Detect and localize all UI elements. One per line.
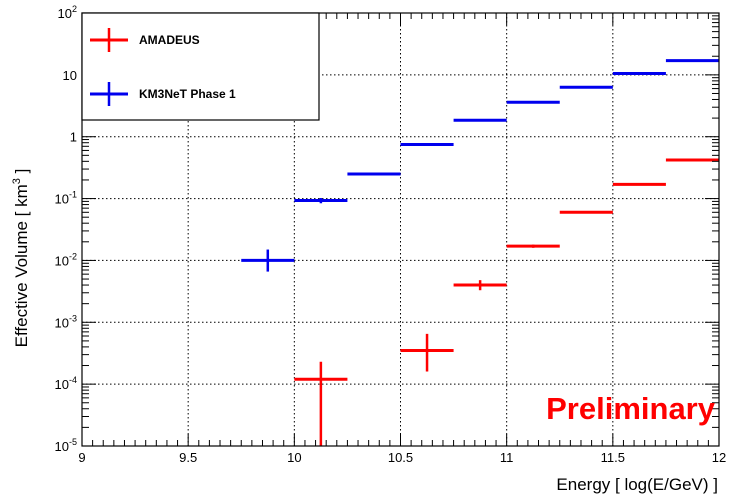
series-amadeus <box>294 158 719 446</box>
y-tick-label: 1 <box>70 130 77 145</box>
x-tick-label: 11.5 <box>601 450 625 465</box>
y-tick-label: 10-3 <box>55 313 77 330</box>
labels-layer: 9 9.5 10 10.5 11 11.5 12 10-5 10-4 10-3 10-2 10-1 1 1… <box>55 4 727 465</box>
y-tick-label: 102 <box>58 4 77 21</box>
series-km3net-phase-1 <box>241 59 719 272</box>
preliminary-annotation: Preliminary <box>546 391 716 426</box>
x-tick-label: 10.5 <box>388 450 413 465</box>
y-tick-label: 10-5 <box>55 437 77 454</box>
legend: AMADEUS KM3NeT Phase 1 <box>81 12 320 121</box>
y-tick-label: 10-2 <box>55 251 77 268</box>
y-axis-title-sup: 3 <box>11 178 23 184</box>
legend-label: AMADEUS <box>139 33 200 47</box>
series-layer <box>241 59 719 446</box>
x-tick-label: 9 <box>78 450 85 465</box>
y-axis-title: Effective Volume [ km3 ] <box>11 169 31 348</box>
x-axis-title: Energy [ log(E/GeV) ] <box>556 475 718 494</box>
x-tick-label: 12 <box>712 450 726 465</box>
x-tick-label: 10 <box>287 450 301 465</box>
y-axis-title-end: ] <box>12 169 31 178</box>
y-tick-label: 10-1 <box>55 190 77 207</box>
x-tick-label: 9.5 <box>179 450 197 465</box>
legend-box <box>81 12 320 121</box>
x-tick-label: 11 <box>500 450 514 465</box>
y-tick-label: 10 <box>63 68 77 83</box>
y-axis-title-text: Effective Volume [ km <box>12 184 31 347</box>
legend-label: KM3NeT Phase 1 <box>139 87 236 101</box>
y-tick-label: 10-4 <box>55 375 77 392</box>
